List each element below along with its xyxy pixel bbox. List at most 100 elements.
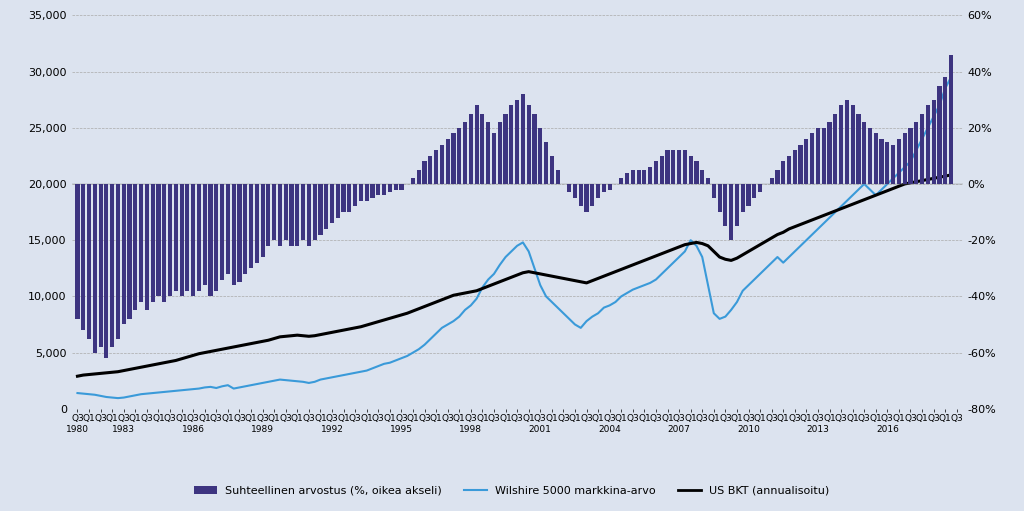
Bar [515, 100, 519, 184]
Bar [133, 184, 137, 311]
Bar [144, 184, 148, 311]
Bar [804, 139, 809, 184]
Bar [816, 128, 820, 184]
Bar [174, 184, 178, 291]
Bar [654, 161, 658, 184]
Bar [914, 122, 919, 184]
Bar [746, 184, 751, 206]
Bar [718, 184, 722, 212]
Bar [753, 184, 757, 198]
Bar [122, 184, 126, 324]
Bar [162, 184, 166, 302]
Bar [579, 184, 583, 206]
Bar [821, 128, 825, 184]
Bar [700, 170, 705, 184]
Bar [278, 184, 282, 246]
Bar [856, 114, 860, 184]
Bar [926, 105, 930, 184]
Bar [376, 184, 380, 195]
Bar [486, 122, 490, 184]
Bar [625, 173, 629, 184]
Bar [445, 139, 450, 184]
Bar [793, 150, 797, 184]
Bar [521, 94, 525, 184]
Bar [688, 156, 693, 184]
Bar [127, 184, 132, 319]
Bar [775, 170, 779, 184]
Bar [307, 184, 311, 246]
Bar [526, 105, 530, 184]
Bar [463, 122, 467, 184]
Bar [336, 184, 340, 218]
Bar [694, 161, 698, 184]
Bar [723, 184, 727, 226]
Bar [949, 55, 953, 184]
Bar [834, 114, 838, 184]
Bar [851, 105, 855, 184]
Bar [87, 184, 91, 339]
Bar [544, 142, 548, 184]
Bar [607, 184, 611, 190]
Bar [637, 170, 641, 184]
Bar [758, 184, 762, 192]
Bar [330, 184, 334, 223]
Bar [284, 184, 288, 240]
Bar [729, 184, 733, 240]
Bar [862, 122, 866, 184]
Bar [567, 184, 571, 192]
Bar [76, 184, 80, 319]
Bar [492, 133, 496, 184]
Bar [902, 133, 907, 184]
Bar [712, 184, 716, 198]
Bar [428, 156, 432, 184]
Bar [290, 184, 294, 246]
Bar [932, 100, 936, 184]
Bar [880, 139, 884, 184]
Bar [440, 145, 444, 184]
Bar [897, 139, 901, 184]
Bar [683, 150, 687, 184]
Bar [325, 184, 329, 229]
Bar [260, 184, 264, 257]
Bar [104, 184, 109, 358]
Bar [498, 122, 502, 184]
Bar [301, 184, 305, 240]
Bar [312, 184, 316, 240]
Bar [347, 184, 351, 212]
Bar [457, 128, 462, 184]
Bar [556, 170, 560, 184]
Bar [365, 184, 369, 201]
Bar [642, 170, 646, 184]
Bar [399, 184, 403, 190]
Bar [151, 184, 155, 302]
Bar [272, 184, 276, 240]
Bar [810, 133, 814, 184]
Bar [868, 128, 872, 184]
Bar [353, 184, 357, 206]
Bar [220, 184, 224, 280]
Bar [371, 184, 375, 198]
Bar [509, 105, 513, 184]
Bar [197, 184, 201, 291]
Bar [469, 114, 473, 184]
Bar [620, 178, 624, 184]
Bar [249, 184, 253, 268]
Bar [539, 128, 543, 184]
Bar [706, 178, 710, 184]
Bar [770, 178, 774, 184]
Bar [891, 145, 895, 184]
Bar [786, 156, 792, 184]
Bar [243, 184, 248, 274]
Bar [659, 156, 664, 184]
Bar [388, 184, 392, 192]
Bar [781, 161, 785, 184]
Bar [504, 114, 508, 184]
Bar [295, 184, 299, 246]
Bar [550, 156, 554, 184]
Bar [671, 150, 676, 184]
Bar [185, 184, 189, 291]
Bar [590, 184, 594, 206]
Bar [845, 100, 849, 184]
Bar [93, 184, 97, 353]
Bar [572, 184, 578, 198]
